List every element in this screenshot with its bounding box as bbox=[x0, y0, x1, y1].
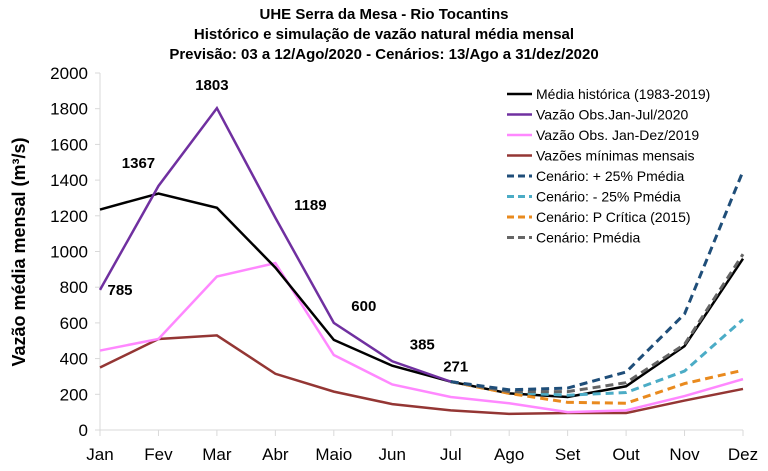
x-tick-label: Dez bbox=[728, 445, 758, 464]
y-tick-label: 1600 bbox=[50, 135, 88, 154]
legend-entry: Vazões mínimas mensais bbox=[536, 148, 694, 164]
y-tick-label: 1800 bbox=[50, 100, 88, 119]
chart-title-line3: Previsão: 03 a 12/Ago/2020 - Cenários: 1… bbox=[169, 46, 599, 63]
series-line bbox=[98, 105, 452, 383]
x-tick-label: Mar bbox=[202, 445, 232, 464]
x-tick-label: Abr bbox=[262, 445, 289, 464]
series-line bbox=[99, 334, 744, 416]
x-tick-label: Ago bbox=[494, 445, 524, 464]
legend-entry: Cenário: + 25% Pmédia bbox=[536, 168, 684, 184]
series-line bbox=[450, 170, 745, 392]
x-tick-label: Maio bbox=[315, 445, 352, 464]
legend-entry: Média histórica (1983-2019) bbox=[536, 86, 710, 102]
chart-title-line1: UHE Serra da Mesa - Rio Tocantins bbox=[259, 6, 509, 23]
series-line bbox=[99, 261, 744, 414]
legend-entry: Vazão Obs.Jan-Jul/2020 bbox=[536, 107, 688, 123]
data-label: 1803 bbox=[195, 77, 228, 94]
series-line bbox=[99, 192, 745, 399]
data-label: 271 bbox=[443, 359, 468, 376]
series-line bbox=[450, 318, 744, 397]
chart-title-line2: Histórico e simulação de vazão natural m… bbox=[193, 26, 575, 43]
y-tick-label: 1000 bbox=[50, 243, 88, 262]
y-tick-label: 400 bbox=[60, 350, 88, 369]
legend-entry: Cenário: Pmédia bbox=[536, 230, 640, 246]
y-tick-label: 1400 bbox=[50, 171, 88, 190]
x-tick-label: Set bbox=[555, 445, 581, 464]
data-label: 1367 bbox=[122, 155, 155, 172]
legend-entry: Cenário: - 25% Pmédia bbox=[536, 189, 681, 205]
data-label: 600 bbox=[351, 298, 376, 315]
y-tick-label: 800 bbox=[60, 278, 88, 297]
x-tick-label: Jan bbox=[86, 445, 113, 464]
y-tick-label: 1200 bbox=[50, 207, 88, 226]
x-tick-label: Fev bbox=[144, 445, 173, 464]
x-tick-label: Jul bbox=[440, 445, 462, 464]
series-line bbox=[450, 253, 745, 394]
y-tick-label: 200 bbox=[60, 385, 88, 404]
data-label: 785 bbox=[107, 282, 132, 299]
legend-entry: Vazão Obs. Jan-Dez/2019 bbox=[536, 127, 699, 143]
x-tick-label: Jun bbox=[379, 445, 406, 464]
y-axis-label: Vazão média mensal (m³/s) bbox=[9, 137, 29, 366]
y-tick-label: 0 bbox=[79, 421, 88, 440]
legend-entry: Cenário: P Crítica (2015) bbox=[536, 209, 691, 225]
data-label: 385 bbox=[410, 336, 435, 353]
data-label: 1189 bbox=[294, 197, 327, 214]
y-tick-label: 600 bbox=[60, 314, 88, 333]
x-tick-label: Out bbox=[612, 445, 640, 464]
series-line bbox=[450, 368, 744, 405]
y-tick-label: 2000 bbox=[50, 64, 88, 83]
x-tick-label: Nov bbox=[669, 445, 700, 464]
